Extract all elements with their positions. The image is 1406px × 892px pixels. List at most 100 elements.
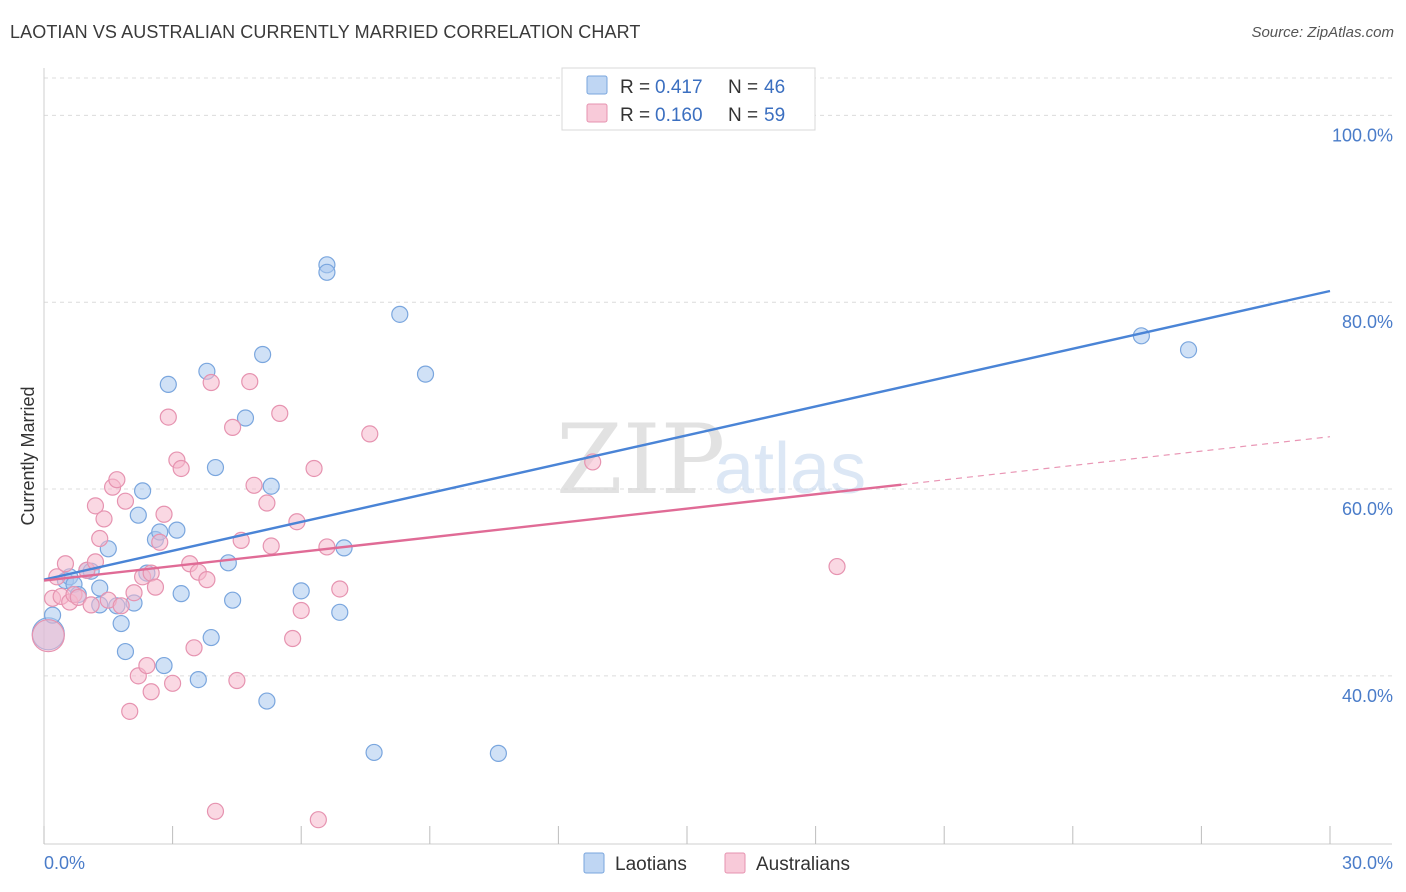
y-tick-label: 100.0% [1332, 125, 1393, 145]
data-point [151, 533, 169, 551]
data-point [489, 744, 507, 762]
data-point [172, 585, 190, 603]
y-tick-label: 60.0% [1342, 499, 1393, 519]
data-point [206, 458, 225, 477]
data-point [365, 743, 383, 762]
legend-swatch-australians [586, 103, 608, 123]
legend-swatch-australians-bottom [724, 852, 746, 874]
data-point [245, 476, 263, 494]
trend-line-extension-australians [901, 436, 1331, 486]
data-point [391, 305, 409, 323]
data-point [262, 477, 280, 495]
data-point [116, 492, 135, 510]
legend-n-value-2: 59 [764, 105, 785, 126]
data-point [318, 263, 336, 281]
data-point [1179, 341, 1198, 359]
legend-australians-label: Australians [756, 854, 850, 875]
legend-n-label-2: N = [728, 105, 758, 126]
data-point [828, 557, 846, 576]
data-point [56, 555, 75, 573]
data-point [258, 692, 276, 710]
legend-n-label-1: N = [728, 77, 758, 98]
data-point [224, 418, 242, 436]
data-point [146, 578, 165, 596]
legend-r-value-2: 0.160 [655, 105, 703, 126]
data-point [331, 603, 349, 621]
data-point [361, 425, 379, 443]
data-point [416, 365, 435, 383]
data-point [129, 506, 147, 524]
legend-series: Laotians Australians [583, 852, 850, 875]
data-point [309, 811, 327, 829]
watermark-atlas: atlas [714, 429, 866, 509]
data-point [228, 671, 246, 690]
data-point [206, 802, 225, 820]
x-tick-label: 0.0% [44, 853, 85, 873]
data-point [236, 409, 255, 427]
data-point [1132, 327, 1150, 345]
data-point [95, 510, 113, 528]
data-point [168, 521, 186, 539]
data-points [31, 256, 1198, 829]
series-australians [31, 372, 846, 829]
chart-title: LAOTIAN VS AUSTRALIAN CURRENTLY MARRIED … [10, 22, 641, 42]
data-point [224, 591, 242, 609]
trend-line-laotians [43, 289, 1331, 581]
data-point [31, 619, 65, 653]
data-point [91, 579, 109, 597]
data-point [331, 580, 349, 598]
data-point [155, 505, 173, 523]
data-point [305, 459, 323, 478]
data-point [142, 683, 160, 701]
source-label: Source: ZipAtlas.com [1251, 24, 1394, 41]
data-point [164, 674, 182, 692]
y-tick-labels: 100.0% 80.0% 60.0% 40.0% [1332, 125, 1393, 705]
data-point [258, 494, 276, 512]
y-tick-label: 40.0% [1342, 686, 1393, 706]
data-point [202, 628, 220, 647]
data-point [91, 529, 109, 548]
trend-lines [43, 289, 1331, 582]
data-point [69, 588, 87, 606]
data-point [86, 553, 105, 571]
legend-swatch-laotians-bottom [583, 852, 605, 874]
data-point [262, 537, 280, 555]
data-point [219, 554, 237, 572]
data-point [116, 642, 135, 661]
data-point [133, 482, 152, 500]
data-point [121, 702, 139, 720]
data-point [159, 375, 177, 393]
data-point [202, 373, 220, 392]
data-point [82, 596, 100, 614]
y-axis-label: Currently Married [18, 386, 38, 525]
legend-stats: R = 0.417 N = 46 R = 0.160 N = 59 [561, 67, 816, 131]
data-point [108, 471, 126, 489]
data-point [159, 408, 177, 426]
data-point [318, 538, 336, 556]
data-point [292, 601, 310, 620]
data-point [271, 404, 289, 422]
legend-r-label-2: R = [620, 105, 650, 126]
axes [43, 68, 1392, 845]
data-point [185, 639, 203, 657]
legend-r-label-1: R = [620, 77, 650, 98]
legend-n-value-1: 46 [764, 77, 785, 98]
trend-line-australians [43, 483, 902, 582]
x-tick-labels: 0.0% 30.0% [44, 853, 1393, 873]
y-tick-label: 80.0% [1342, 312, 1393, 332]
data-point [112, 614, 130, 633]
data-point [189, 670, 207, 689]
data-point [172, 459, 190, 478]
data-point [86, 497, 105, 515]
legend-r-value-1: 0.417 [655, 77, 703, 98]
legend-swatch-laotians [586, 75, 608, 95]
watermark-zip: ZIP [556, 404, 725, 516]
data-point [112, 597, 130, 615]
data-point [138, 656, 156, 675]
data-point [155, 656, 173, 675]
data-point [254, 345, 272, 364]
data-point [292, 582, 310, 600]
data-point [198, 571, 216, 589]
x-tick-label: 30.0% [1342, 853, 1393, 873]
